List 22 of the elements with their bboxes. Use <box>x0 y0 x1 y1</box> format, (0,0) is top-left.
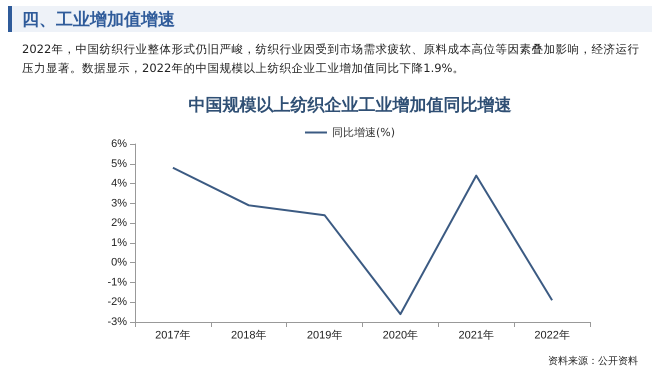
y-tick-label: 5% <box>111 158 128 170</box>
y-tick-label: 4% <box>111 178 128 190</box>
y-tick-label: 0% <box>111 256 128 269</box>
y-tick-label: 1% <box>111 236 128 249</box>
y-tick-label: -3% <box>107 316 128 328</box>
x-tick-label: 2022年 <box>534 330 570 342</box>
line-series <box>172 166 554 316</box>
text: 2022年，中国纺织行业整体形式仍旧严峻，纺织行业因受到市场需求疲软、原料成本高位等因素叠加影响，经济运行压力显著。数据显示，2022年的中国规模以上纺织企业工业增加值同比下降1.9%。 <box>22 41 640 77</box>
y-tick-label: 6% <box>111 138 128 150</box>
x-tick-label: 2021年 <box>458 330 494 342</box>
y-tick-label: -1% <box>107 276 128 288</box>
x-tick-label: 2019年 <box>306 330 342 342</box>
y-tick-label: 3% <box>111 197 128 210</box>
x-tick-label: 2017年 <box>155 330 191 342</box>
x-tick-label: 2020年 <box>382 330 418 342</box>
y-tick-label: 2% <box>111 217 128 230</box>
legend-label: 同比增速(%) <box>332 126 396 139</box>
x-tick-label: 2018年 <box>231 330 266 342</box>
y-tick-label: -2% <box>107 296 128 308</box>
chart-title: 四、工业增加值增速 <box>22 9 175 31</box>
chart-subtitle: 中国规模以上纺织企业工业增加值同比增速 <box>188 96 512 116</box>
text: 资料来源：公开资料 <box>548 354 638 368</box>
